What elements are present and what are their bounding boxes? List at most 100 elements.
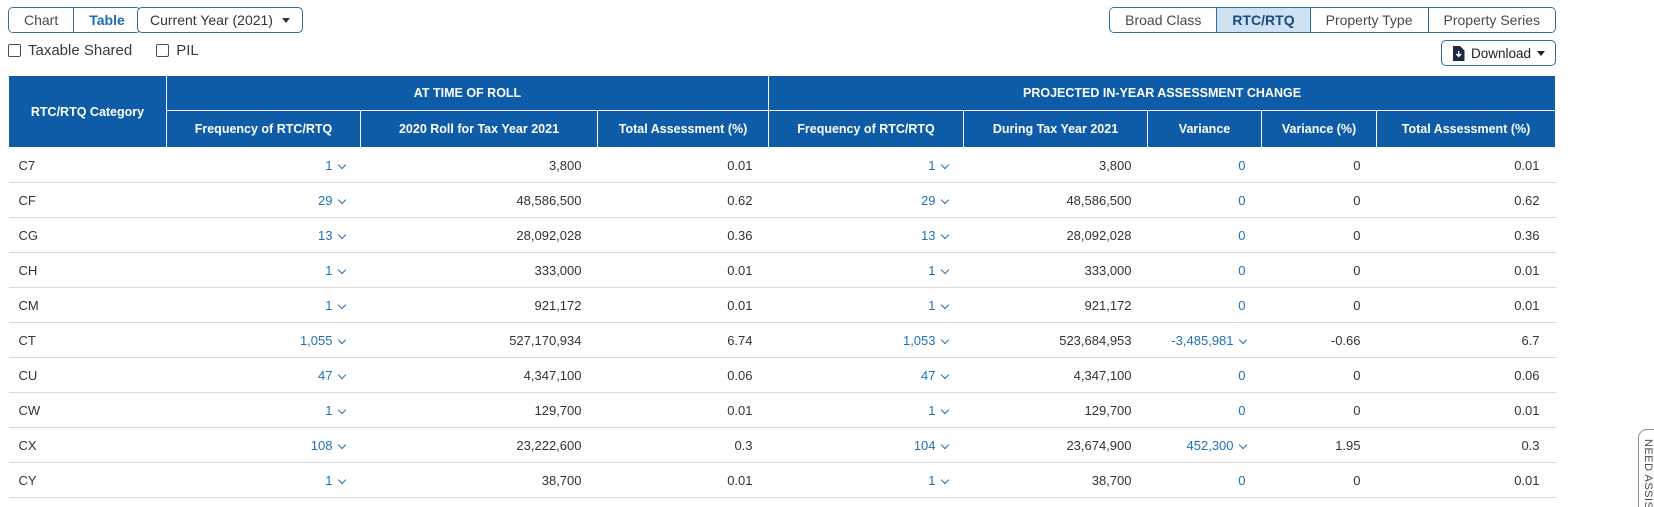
atr-assessment-cell: 0.36 (597, 217, 769, 253)
group-header-projected-change: PROJECTED IN-YEAR ASSESSMENT CHANGE (768, 75, 1557, 111)
piy-during-cell: 4,347,100 (963, 357, 1148, 393)
chevron-down-icon[interactable] (1238, 335, 1247, 344)
piy-frequency-cell-link[interactable]: 1 (928, 402, 936, 418)
category-cell: C7 (8, 147, 167, 183)
variance-cell-link[interactable]: 452,300 (1186, 437, 1234, 453)
atr-roll-cell: 4,347,100 (360, 357, 598, 393)
atr-roll-cell: 48,586,500 (360, 182, 598, 218)
filter-label: Taxable Shared (28, 42, 133, 59)
chevron-down-icon[interactable] (337, 475, 346, 484)
filter-pil[interactable]: PIL (156, 42, 199, 59)
chevron-down-icon[interactable] (337, 370, 346, 379)
piy-frequency-cell-link[interactable]: 104 (913, 437, 936, 453)
variance-pct-cell: 1.95 (1261, 427, 1377, 463)
table-row-cu: CU 47 4,347,100 0.06 47 4,347,100 0 0 0.06 (8, 357, 1556, 393)
piy-frequency-cell-link[interactable]: 13 (921, 227, 936, 243)
chevron-down-icon[interactable] (337, 230, 346, 239)
atr-frequency-cell: 1 (166, 252, 361, 288)
atr-frequency-cell-link[interactable]: 1,055 (299, 332, 333, 348)
tab-broad-class[interactable]: Broad Class (1110, 8, 1217, 32)
chevron-down-icon[interactable] (940, 370, 949, 379)
atr-frequency-cell: 1 (166, 147, 361, 183)
variance-cell-link[interactable]: 0 (1238, 472, 1246, 488)
piy-frequency-cell-link[interactable]: 1 (928, 262, 936, 278)
table-row-cy: CY 1 38,700 0.01 1 38,700 0 0 0.01 (8, 462, 1556, 498)
piy-frequency-cell-link[interactable]: 1 (928, 297, 936, 313)
table-row-cw: CW 1 129,700 0.01 1 129,700 0 0 0.01 (8, 392, 1556, 428)
column-header-total-assessment-: Total Assessment (%) (1376, 110, 1557, 148)
caret-down-icon (281, 17, 290, 23)
chevron-down-icon[interactable] (940, 160, 949, 169)
atr-frequency-cell-link[interactable]: 1 (325, 402, 333, 418)
chevron-down-icon[interactable] (337, 195, 346, 204)
chevron-down-icon[interactable] (337, 300, 346, 309)
table-row-ch: CH 1 333,000 0.01 1 333,000 0 0 0.01 (8, 252, 1556, 288)
atr-frequency-cell-link[interactable]: 13 (318, 227, 333, 243)
checkbox-icon[interactable] (156, 44, 170, 57)
assistance-side-tab[interactable]: NEED ASSISTANCE? (1638, 429, 1654, 507)
atr-assessment-cell: 0.06 (597, 357, 769, 393)
column-header-during-tax-year-2021: During Tax Year 2021 (963, 110, 1149, 148)
variance-pct-cell: 0 (1261, 392, 1377, 428)
view-button-chart[interactable]: Chart (9, 8, 74, 32)
table-row-cm: CM 1 921,172 0.01 1 921,172 0 0 0.01 (8, 287, 1556, 323)
chevron-down-icon[interactable] (940, 335, 949, 344)
chevron-down-icon[interactable] (940, 230, 949, 239)
atr-frequency-cell: 13 (166, 217, 361, 253)
atr-frequency-cell-link[interactable]: 1 (325, 472, 333, 488)
tab-rtc-rtq[interactable]: RTC/RTQ (1216, 8, 1310, 32)
category-cell: CH (8, 252, 167, 288)
chevron-down-icon[interactable] (1238, 440, 1247, 449)
atr-frequency-cell-link[interactable]: 1 (325, 297, 333, 313)
checkbox-icon[interactable] (8, 44, 21, 57)
filter-taxable-shared[interactable]: Taxable Shared (8, 42, 132, 59)
variance-cell-link[interactable]: 0 (1238, 157, 1246, 173)
variance-cell-link[interactable]: 0 (1238, 262, 1246, 278)
piy-frequency-cell-link[interactable]: 29 (921, 192, 936, 208)
chevron-down-icon[interactable] (337, 160, 346, 169)
variance-cell-link[interactable]: 0 (1238, 402, 1246, 418)
variance-cell: 0 (1147, 147, 1262, 183)
atr-frequency-cell-link[interactable]: 29 (318, 192, 333, 208)
variance-pct-cell: 0 (1261, 462, 1377, 498)
piy-frequency-cell: 47 (768, 357, 964, 393)
piy-assessment-cell: 0.62 (1376, 182, 1556, 218)
piy-frequency-cell-link[interactable]: 1 (928, 472, 936, 488)
chevron-down-icon[interactable] (940, 475, 949, 484)
year-dropdown-button[interactable]: Current Year (2021) (137, 7, 303, 33)
piy-frequency-cell-link[interactable]: 1 (928, 157, 936, 173)
atr-frequency-cell-link[interactable]: 1 (325, 262, 333, 278)
atr-frequency-cell-link[interactable]: 47 (318, 367, 333, 383)
category-cell: CF (8, 182, 167, 218)
variance-cell-link[interactable]: 0 (1238, 227, 1246, 243)
table-row-cf: CF 29 48,586,500 0.62 29 48,586,500 0 0 0.62 (8, 182, 1556, 218)
filter-label: PIL (176, 42, 199, 59)
chevron-down-icon[interactable] (940, 265, 949, 274)
variance-cell-link[interactable]: 0 (1238, 192, 1246, 208)
chevron-down-icon[interactable] (940, 405, 949, 414)
chevron-down-icon[interactable] (940, 300, 949, 309)
variance-pct-cell: 0 (1261, 182, 1377, 218)
tab-property-type[interactable]: Property Type (1309, 8, 1428, 32)
atr-frequency-cell: 1 (166, 462, 361, 498)
piy-frequency-cell-link[interactable]: 1,053 (902, 332, 936, 348)
atr-frequency-cell-link[interactable]: 1 (325, 157, 333, 173)
variance-cell-link[interactable]: -3,485,981 (1171, 332, 1234, 348)
chevron-down-icon[interactable] (337, 335, 346, 344)
piy-frequency-cell-link[interactable]: 47 (921, 367, 936, 383)
category-cell: CU (8, 357, 167, 393)
download-button[interactable]: Download (1440, 40, 1556, 66)
variance-cell-link[interactable]: 0 (1238, 367, 1246, 383)
view-button-table[interactable]: Table (73, 8, 140, 32)
chevron-down-icon[interactable] (337, 440, 346, 449)
variance-cell-link[interactable]: 0 (1238, 297, 1246, 313)
atr-assessment-cell: 0.01 (597, 462, 769, 498)
chevron-down-icon[interactable] (940, 195, 949, 204)
atr-frequency-cell-link[interactable]: 108 (310, 437, 333, 453)
chevron-down-icon[interactable] (337, 265, 346, 274)
chevron-down-icon[interactable] (940, 440, 949, 449)
tab-property-series[interactable]: Property Series (1427, 8, 1555, 32)
view-toggle-group: Chart Table (8, 7, 141, 33)
chevron-down-icon[interactable] (337, 405, 346, 414)
atr-assessment-cell: 0.01 (597, 287, 769, 323)
